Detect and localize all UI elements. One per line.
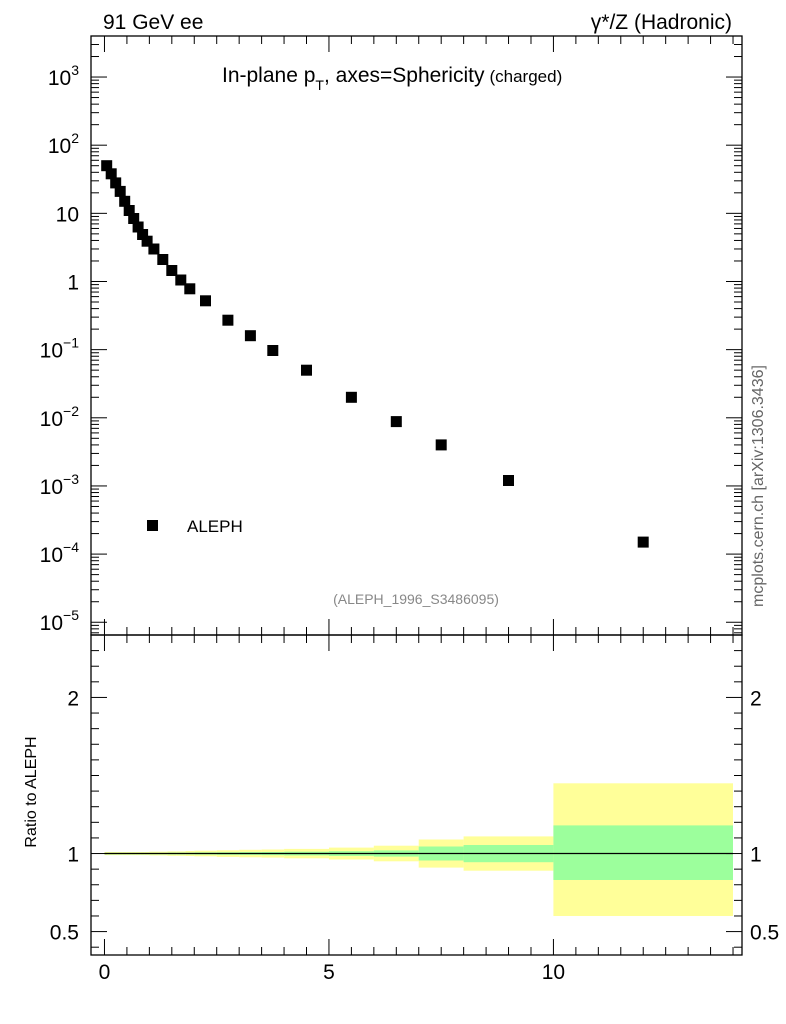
ratio-y-tick-label-left: 2 [67, 687, 79, 710]
data-point [101, 160, 113, 172]
ratio-y-axis-label: Ratio to ALEPH [23, 736, 40, 847]
ratio-y-tick-label-right: 2 [750, 687, 762, 710]
header-right-rest: */Z (Hadronic) [601, 11, 732, 34]
plot-title: In-plane pT, axes=Sphericity (charged) [222, 64, 562, 93]
data-point [141, 235, 153, 247]
data-points [101, 160, 649, 548]
y-tick-label: 102 [48, 130, 79, 158]
data-point [435, 439, 447, 451]
ratio-panel-ticks [91, 634, 742, 955]
y-tick-label: 1 [67, 272, 79, 295]
y-tick-label-base: 10 [40, 544, 63, 567]
data-point [175, 274, 187, 286]
data-point [301, 364, 312, 376]
y-tick-label-base: 10 [40, 612, 63, 635]
ratio-inner-band [104, 825, 733, 880]
data-point [184, 283, 196, 295]
y-tick-label-base: 10 [40, 340, 63, 363]
ratio-y-tick-labels: 0.5 0.5 1 1 2 2 [50, 687, 779, 944]
plot-title-rest: , axes=Sphericity [324, 64, 485, 87]
data-point [244, 330, 256, 342]
y-tick-label-exponent: 2 [71, 130, 79, 146]
ratio-y-tick-label-left: 0.5 [50, 922, 79, 945]
plot-title-small: (charged) [489, 67, 562, 86]
main-panel-ticks [91, 35, 742, 635]
data-point [157, 254, 169, 265]
ratio-panel: 0.5 0.5 1 1 2 2 0 5 10 [50, 634, 779, 984]
y-tick-label: 10−5 [40, 607, 80, 635]
x-tick-label: 0 [99, 961, 111, 984]
analysis-tag: (ALEPH_1996_S3486095) [333, 591, 499, 607]
y-tick-label-exponent: −2 [63, 403, 79, 419]
data-point [137, 229, 149, 240]
header-right-symbol: γ [591, 11, 602, 34]
ratio-panel-frame [90, 634, 743, 956]
y-tick-label: 10−2 [40, 403, 80, 431]
data-point [200, 295, 211, 307]
y-tick-label-exponent: −4 [63, 539, 79, 555]
x-tick-label: 5 [323, 961, 335, 984]
y-tick-label: 10−1 [40, 335, 80, 363]
data-point [390, 416, 402, 428]
y-tick-label-base: 10 [48, 135, 71, 158]
ratio-y-tick-label-left: 1 [67, 844, 79, 867]
ratio-y-tick-label-right: 1 [750, 844, 762, 867]
y-tick-label-exponent: −3 [63, 471, 79, 487]
source-side-label: mcplots.cern.ch [arXiv:1306.3436] [750, 365, 767, 607]
data-point [637, 536, 649, 548]
y-tick-label-base: 10 [40, 408, 63, 431]
legend: ALEPH [147, 517, 243, 536]
data-point [119, 195, 131, 207]
ratio-inner-band-bin [553, 825, 733, 880]
data-point [345, 391, 357, 403]
data-point [267, 345, 279, 356]
data-point [114, 185, 126, 197]
y-tick-label-base: 10 [56, 203, 79, 226]
y-tick-label: 10 [56, 203, 79, 226]
x-tick-label: 10 [542, 961, 565, 984]
y-tick-label-base: 1 [67, 272, 79, 295]
ratio-y-tick-label-right: 0.5 [750, 922, 779, 945]
y-tick-label-base: 10 [48, 67, 71, 90]
plot-title-subscript: T [315, 77, 324, 93]
plot-title-main: In-plane p [222, 64, 315, 87]
data-point [105, 168, 117, 180]
y-tick-label: 10−4 [40, 539, 80, 567]
y-tick-label-exponent: −5 [63, 607, 79, 623]
header-left-label: 91 GeV ee [103, 11, 203, 34]
data-point [222, 314, 234, 326]
data-point [148, 243, 160, 255]
data-point [128, 213, 140, 224]
y-tick-label-exponent: −1 [63, 335, 79, 351]
data-point [123, 205, 135, 216]
header-right-label: γ*/Z (Hadronic) [591, 11, 732, 34]
x-tick-labels: 0 5 10 [99, 961, 565, 984]
data-point [110, 177, 122, 189]
y-tick-label-exponent: 3 [71, 62, 79, 78]
data-point [132, 221, 144, 233]
y-tick-label-base: 10 [40, 476, 63, 499]
legend-marker [147, 520, 158, 531]
y-tick-label: 10−3 [40, 471, 80, 499]
data-point [503, 475, 514, 486]
legend-label-aleph: ALEPH [187, 517, 243, 536]
y-tick-label: 103 [48, 62, 79, 90]
data-point [166, 265, 178, 276]
